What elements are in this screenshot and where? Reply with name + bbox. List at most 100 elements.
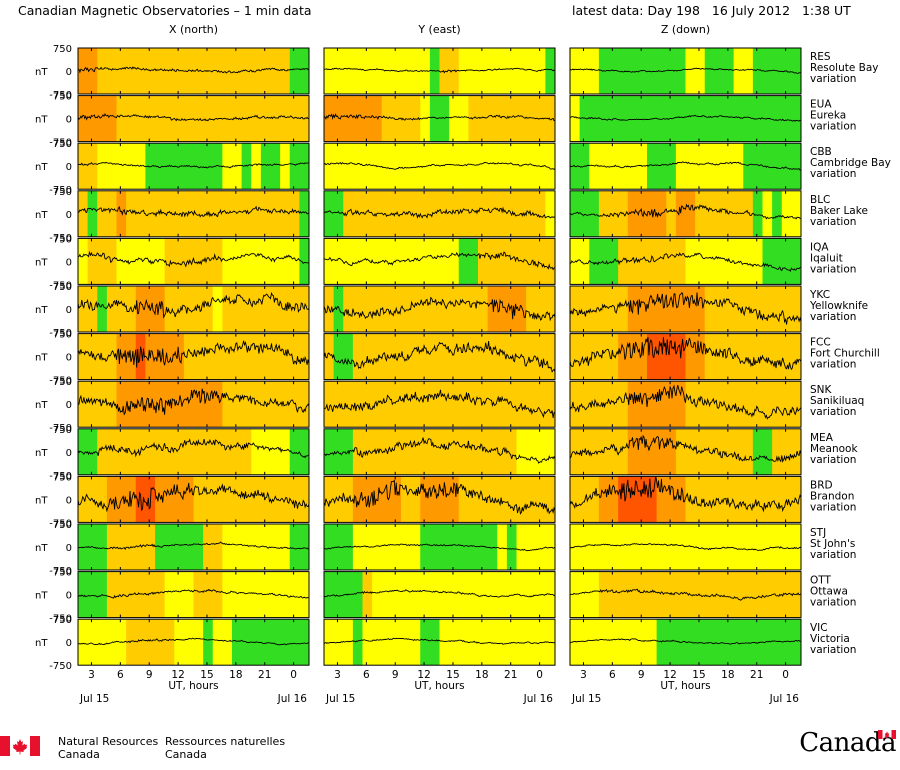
activity-band [289,48,300,94]
station-code: BRD [810,479,833,491]
activity-band [164,95,175,142]
activity-band [391,476,402,523]
station-name: Victoria [810,633,850,645]
activity-band [381,381,392,428]
date-right-label: Jul 16 [523,693,554,705]
activity-band [579,238,590,285]
activity-band [193,428,204,475]
y-unit-label: nT [35,591,48,602]
y-tick-label: 750 [53,44,72,55]
activity-band [251,333,262,380]
activity-band [627,571,638,618]
activity-band [545,476,556,523]
activity-band [324,428,335,475]
panel-stj-z [569,523,802,571]
activity-band [733,524,744,570]
activity-band [704,571,715,618]
activity-band [78,190,89,237]
activity-band [362,619,373,666]
y-unit-label: nT [35,400,48,411]
activity-band [106,524,117,570]
activity-band [458,238,469,285]
activity-band [545,48,556,94]
activity-band [333,286,344,332]
activity-band [343,286,354,332]
activity-band [449,190,460,237]
activity-band [618,48,629,94]
activity-band [598,524,609,570]
y-tick-label: 750 [53,472,72,483]
activity-band [478,571,489,618]
activity-band [183,95,194,142]
trace-mea-x [77,438,310,459]
activity-band [372,333,383,380]
activity-band [724,143,735,190]
activity-band [116,238,127,285]
activity-band [666,48,677,94]
activity-band [299,428,310,475]
activity-band [439,428,450,475]
activity-band [87,95,98,142]
x-tick-label: 18 [475,669,488,681]
activity-band [299,48,310,94]
activity-band [251,428,262,475]
activity-band [232,619,243,666]
magnetometer-chart: Canadian Magnetic Observatories – 1 min … [18,3,891,705]
activity-band [704,48,715,94]
activity-band [381,95,392,142]
activity-band [222,476,233,523]
activity-band [135,524,146,570]
activity-band [78,95,89,142]
activity-band [570,286,581,332]
trace-brd-x [77,482,310,513]
activity-band [260,333,271,380]
activity-band [781,619,792,666]
activity-band [78,524,89,570]
activity-band [752,333,763,380]
y-tick-label: 0 [66,115,72,126]
activity-band [608,476,619,523]
station-name: Resolute Bay [810,62,879,74]
activity-band [270,428,281,475]
y-tick-label: -750 [49,661,72,672]
activity-band [381,619,392,666]
activity-band [241,190,252,237]
activity-band [714,571,725,618]
y-tick-label: 750 [53,92,72,103]
activity-band [193,381,204,428]
activity-band [352,619,363,666]
y-tick-label: -750 [49,614,72,625]
activity-band [637,524,648,570]
org-name-french: Ressources naturelles Canada [165,735,285,761]
y-tick-label: -750 [49,518,72,529]
station-code: IQA [810,241,829,253]
activity-band [203,619,214,666]
activity-band [695,143,706,190]
activity-band [598,476,609,523]
activity-band [183,524,194,570]
activity-band [743,571,754,618]
activity-band [410,286,421,332]
activity-band [212,238,223,285]
activity-band [193,571,204,618]
panel-fcc-z [569,333,802,381]
activity-band [174,476,185,523]
activity-band [116,190,127,237]
activity-band [637,286,648,332]
activity-band [251,524,262,570]
trace-eua-x [77,113,309,122]
panel-frame [77,618,310,666]
activity-band [685,238,696,285]
activity-band [743,143,754,190]
activity-band [260,190,271,237]
activity-band [78,571,89,618]
activity-band [193,333,204,380]
activity-band [487,95,498,142]
activity-band [324,571,335,618]
y-tick-label: 750 [53,282,72,293]
activity-band [458,428,469,475]
activity-band [222,143,233,190]
activity-band [714,619,725,666]
activity-band [579,286,590,332]
activity-band [506,476,517,523]
